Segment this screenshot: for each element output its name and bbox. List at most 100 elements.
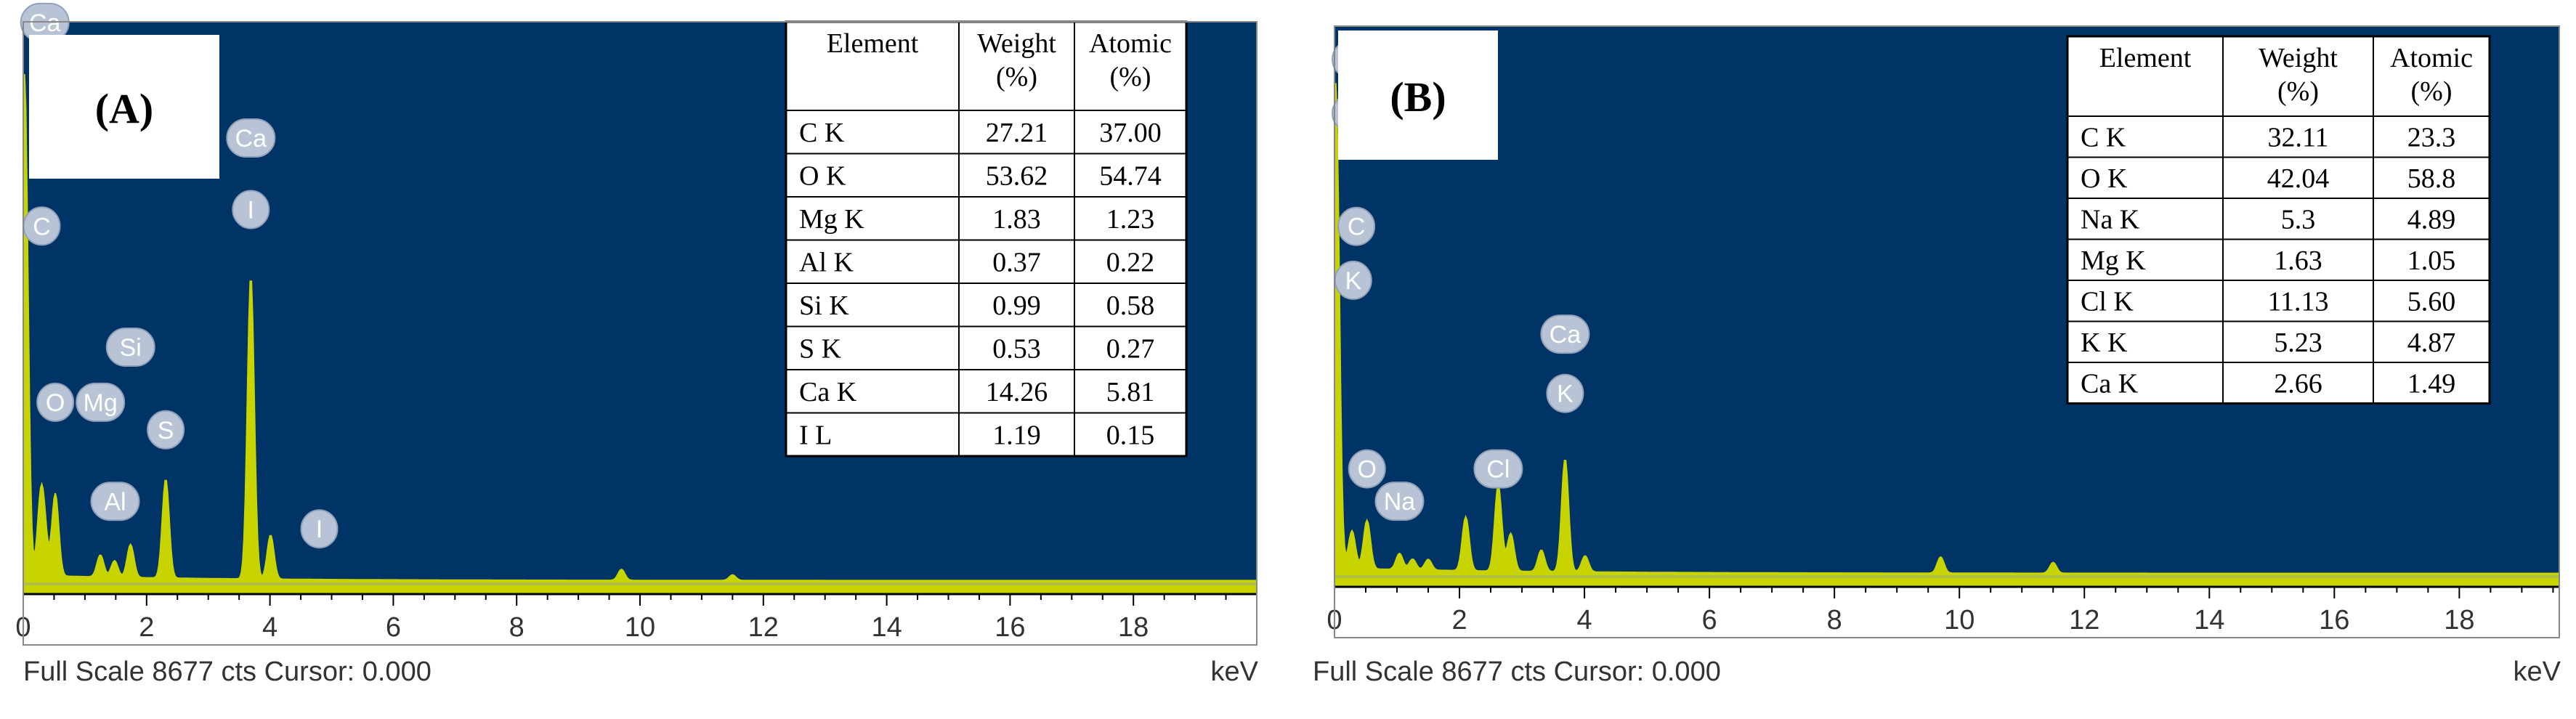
plot-border bbox=[1334, 25, 2560, 638]
element-label-text: Cl bbox=[1486, 456, 1510, 484]
element-label-text: K bbox=[1557, 381, 1573, 408]
x-tick-label: 8 bbox=[1827, 605, 1842, 635]
composition-table bbox=[2066, 35, 2491, 405]
table-cell: Cl K bbox=[2081, 286, 2134, 317]
element-label-bubble bbox=[76, 382, 126, 422]
table-header-cell: (%) bbox=[996, 62, 1037, 92]
element-label: O bbox=[1348, 449, 1386, 489]
element-label: Ca bbox=[226, 118, 276, 158]
element-label-text: Si bbox=[120, 334, 142, 362]
element-label-bubble bbox=[1337, 206, 1376, 246]
element-label: C bbox=[1337, 206, 1376, 246]
x-tick-label: 10 bbox=[625, 612, 655, 643]
element-label: I bbox=[232, 190, 270, 229]
x-tick-label: 2 bbox=[1451, 605, 1467, 635]
table-cell: 0.22 bbox=[1106, 247, 1155, 277]
eds-panel-a: Ca C O Mg Si Al S Ca I I (A) Element C K O K Mg K Al K S… bbox=[0, 0, 1288, 715]
element-label-bubble bbox=[226, 118, 276, 158]
table-cell: C K bbox=[799, 118, 845, 148]
table-cell: I L bbox=[799, 420, 832, 450]
table-cell: 5.23 bbox=[2274, 328, 2322, 358]
table-cell: 11.13 bbox=[2267, 286, 2328, 317]
x-tick-label: 14 bbox=[871, 612, 902, 643]
spectrum-trace bbox=[23, 74, 1257, 595]
element-label: S bbox=[147, 410, 185, 450]
panel-label-box bbox=[1338, 31, 1498, 160]
element-label: C bbox=[23, 206, 61, 246]
x-tick-label: 6 bbox=[1702, 605, 1717, 635]
x-unit-label: keV bbox=[2514, 657, 2561, 687]
x-tick-label: 2 bbox=[139, 612, 154, 643]
element-label-text: Mg bbox=[84, 389, 118, 417]
table-cell: 2.66 bbox=[2274, 368, 2322, 399]
table-cell: Mg K bbox=[799, 204, 864, 235]
table-cell: Ca K bbox=[2081, 368, 2139, 399]
spectrum-baseline bbox=[1334, 575, 2559, 578]
x-tick-label: 8 bbox=[509, 612, 524, 643]
element-label: K bbox=[1546, 373, 1584, 413]
table-header-cell: (%) bbox=[2277, 76, 2319, 107]
x-tick-label: 10 bbox=[1944, 605, 1974, 635]
table-cell: 0.37 bbox=[992, 247, 1041, 277]
table-cell: 0.58 bbox=[1106, 291, 1155, 321]
element-label-text: Al bbox=[104, 488, 126, 516]
element-label: Cl bbox=[1473, 449, 1523, 489]
table-cell: O K bbox=[799, 161, 846, 191]
table-cell: 5.60 bbox=[2407, 286, 2456, 317]
table-cell: O K bbox=[2081, 163, 2128, 194]
table-header-cell: Element bbox=[827, 28, 919, 59]
table-cell: 42.04 bbox=[2267, 163, 2330, 194]
element-label-text: O bbox=[1358, 456, 1377, 484]
table-cell: 0.15 bbox=[1106, 420, 1155, 450]
element-label-text: S bbox=[158, 417, 174, 444]
element-label-bubble bbox=[36, 382, 75, 422]
footer-status-text: Full Scale 8677 cts Cursor: 0.000 bbox=[23, 657, 432, 687]
element-label-text: Ca bbox=[1550, 321, 1581, 349]
table-header-cell: (%) bbox=[2411, 76, 2453, 107]
table-cell: 4.87 bbox=[2407, 328, 2456, 358]
table-cell: 1.05 bbox=[2407, 245, 2456, 276]
table-cell: 27.21 bbox=[986, 118, 1048, 148]
footer-status-text: Full Scale 8677 cts Cursor: 0.000 bbox=[1313, 657, 1721, 687]
table-cell: 54.74 bbox=[1099, 161, 1162, 191]
table-header-cell: Weight bbox=[977, 28, 1056, 59]
table-cell: 1.63 bbox=[2274, 245, 2322, 276]
element-label: Si bbox=[105, 328, 155, 367]
table-cell: 58.8 bbox=[2407, 163, 2456, 194]
table-cell: Mg K bbox=[2081, 245, 2146, 276]
table-cell: 1.19 bbox=[992, 420, 1041, 450]
element-label: K bbox=[1334, 260, 1372, 300]
table-cell: 5.3 bbox=[2281, 204, 2316, 235]
table-cell: 0.53 bbox=[992, 333, 1041, 364]
table-cell: 37.00 bbox=[1099, 118, 1162, 148]
x-tick-label: 4 bbox=[262, 612, 278, 643]
x-tick-label: 14 bbox=[2194, 605, 2224, 635]
x-tick-label: 4 bbox=[1577, 605, 1592, 635]
element-label-bubble bbox=[90, 482, 140, 521]
element-label-text: Ca bbox=[235, 125, 267, 153]
table-cell: 1.49 bbox=[2407, 368, 2456, 399]
element-label: Na bbox=[1374, 482, 1425, 521]
table-header-cell: Atomic bbox=[2390, 43, 2473, 73]
element-label: O bbox=[36, 382, 75, 422]
element-label: Mg bbox=[76, 382, 126, 422]
element-label-bubble bbox=[1540, 314, 1590, 354]
x-tick-label: 12 bbox=[2069, 605, 2099, 635]
element-label-text: C bbox=[33, 213, 51, 240]
plot-border bbox=[23, 21, 1257, 646]
element-label-bubble bbox=[232, 190, 270, 229]
table-cell: 5.81 bbox=[1106, 377, 1155, 407]
x-tick-label: 16 bbox=[2319, 605, 2349, 635]
x-tick-label: 12 bbox=[748, 612, 779, 643]
element-label-bubble bbox=[1348, 449, 1386, 489]
element-label: Al bbox=[90, 482, 140, 521]
element-label-bubble bbox=[1473, 449, 1523, 489]
table-cell: Na K bbox=[2081, 204, 2140, 235]
x-axis-strip bbox=[1334, 587, 2559, 638]
element-label-text: K bbox=[1345, 267, 1361, 295]
table-cell: 53.62 bbox=[986, 161, 1048, 191]
panel-label-box bbox=[29, 35, 219, 179]
table-cell: K K bbox=[2081, 328, 2128, 358]
